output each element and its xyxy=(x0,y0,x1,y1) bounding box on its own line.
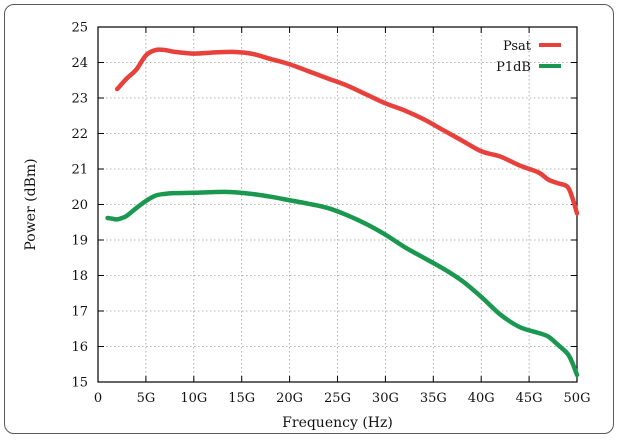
series-lines xyxy=(105,47,580,378)
y-tick-label: 15 xyxy=(71,376,88,391)
x-tick-label: 45G xyxy=(516,391,543,406)
y-tick-label: 17 xyxy=(71,305,88,320)
x-tick-label: 30G xyxy=(372,391,399,406)
legend-label-p1db: P1dB xyxy=(496,60,531,75)
legend-label-psat: Psat xyxy=(503,39,532,54)
x-tick-label: 25G xyxy=(324,391,351,406)
x-axis-title: Frequency (Hz) xyxy=(282,415,393,431)
y-tick-label: 24 xyxy=(71,56,88,71)
y-tick-label: 22 xyxy=(71,127,88,142)
x-tick-label: 10G xyxy=(180,391,207,406)
y-tick-label: 20 xyxy=(71,198,88,213)
y-axis-title: Power (dBm) xyxy=(23,158,39,250)
series-line-p1db xyxy=(105,189,580,378)
y-tick-label: 21 xyxy=(71,163,88,178)
x-tick-label: 20G xyxy=(276,391,303,406)
y-tick-label: 19 xyxy=(71,234,88,249)
line-chart: 0 5G 10G 15G 20G 25G 30G 35G 40G 45G 50G 15 16 17 18 19… xyxy=(23,21,590,432)
y-tick-label: 16 xyxy=(71,340,88,355)
legend: Psat P1dB xyxy=(496,39,561,75)
y-tick-label: 18 xyxy=(71,269,88,284)
y-tick-label: 23 xyxy=(71,92,88,107)
ticks: 0 5G 10G 15G 20G 25G 30G 35G 40G 45G 50G 15 16 17 18 19… xyxy=(71,21,590,407)
series-line-psat xyxy=(114,47,580,216)
x-tick-label: 0 xyxy=(94,391,102,406)
chart-frame: 0 5G 10G 15G 20G 25G 30G 35G 40G 45G 50G 15 16 17 18 19… xyxy=(4,4,614,434)
x-tick-label: 15G xyxy=(228,391,255,406)
x-tick-label: 5G xyxy=(137,391,156,406)
x-tick-label: 35G xyxy=(420,391,447,406)
x-tick-label: 40G xyxy=(468,391,495,406)
x-tick-label: 50G xyxy=(564,391,591,406)
y-tick-label: 25 xyxy=(71,21,88,36)
